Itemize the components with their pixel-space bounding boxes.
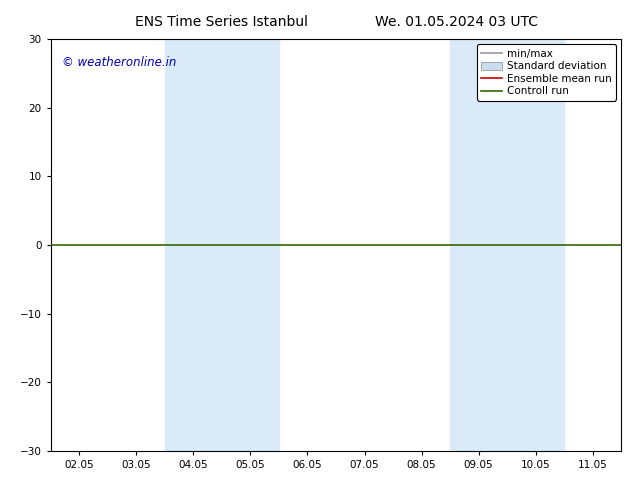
Text: © weatheronline.in: © weatheronline.in <box>62 56 176 69</box>
Text: We. 01.05.2024 03 UTC: We. 01.05.2024 03 UTC <box>375 15 538 29</box>
Legend: min/max, Standard deviation, Ensemble mean run, Controll run: min/max, Standard deviation, Ensemble me… <box>477 45 616 100</box>
Bar <box>165 39 279 451</box>
Text: ENS Time Series Istanbul: ENS Time Series Istanbul <box>136 15 308 29</box>
Bar <box>450 39 564 451</box>
